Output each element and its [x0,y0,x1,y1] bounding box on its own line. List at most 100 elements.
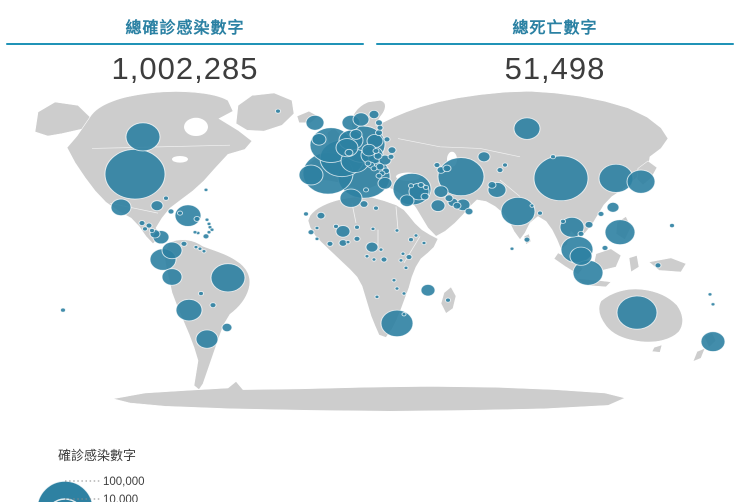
country-bubble-puerto-rico[interactable] [193,216,201,222]
country-bubble-el-salvador[interactable] [142,226,148,232]
country-bubble-dr-congo[interactable] [380,256,388,263]
country-bubble-new-zealand[interactable] [700,331,726,352]
country-bubble-lithuania[interactable] [375,129,383,137]
country-bubble-luxembourg[interactable] [344,148,354,157]
country-bubble-finland[interactable] [368,109,380,120]
country-bubble-australia[interactable] [616,295,658,330]
country-bubble-iraq[interactable] [433,185,449,198]
country-bubble-tunisia[interactable] [359,200,369,208]
country-bubble-brunei[interactable] [601,245,609,251]
country-bubble-canary-islands[interactable] [303,211,309,217]
country-bubble-argentina[interactable] [195,329,219,349]
country-bubble-mauritius-reunion[interactable] [420,283,436,297]
country-bubble-cuba[interactable] [150,200,164,212]
country-bubble-mozambique[interactable] [401,291,407,296]
country-bubble-niger[interactable] [354,224,360,230]
country-bubble-usa[interactable] [104,148,166,200]
country-bubble-mongolia[interactable] [550,154,556,160]
country-bubble-south-africa[interactable] [380,309,414,338]
country-bubble-greece[interactable] [377,177,393,190]
country-bubble-greenland[interactable] [275,108,281,114]
country-bubble-papua-new-guinea[interactable] [654,262,662,269]
country-bubble-libya[interactable] [373,205,379,211]
country-bubble-uruguay[interactable] [221,322,233,333]
country-bubble-albania[interactable] [375,172,383,179]
country-bubble-india[interactable] [500,196,536,226]
country-bubble-myanmar[interactable] [560,218,566,224]
country-bubble-singapore[interactable] [569,246,593,266]
country-bubble-qatar[interactable] [452,201,462,210]
country-bubble-rwanda[interactable] [398,258,404,263]
country-bubble-latvia[interactable] [376,124,384,131]
country-bubble-morocco[interactable] [316,211,326,220]
country-bubble-moldova[interactable] [387,153,395,160]
country-bubble-guyana[interactable] [193,245,199,250]
country-bubble-chile[interactable] [175,298,203,322]
country-bubble-zimbabwe[interactable] [394,286,400,291]
country-bubble-trinidad[interactable] [202,233,210,240]
country-bubble-french-polynesia[interactable] [60,307,66,313]
country-bubble-japan[interactable] [626,169,656,194]
country-bubble-tanzania[interactable] [403,265,409,270]
country-bubble-venezuela[interactable] [180,240,188,247]
country-bubble-ethiopia[interactable] [408,237,414,243]
country-bubble-china[interactable] [533,155,589,202]
country-bubble-malta[interactable] [363,187,369,193]
country-bubble-algeria[interactable] [339,188,363,208]
country-bubble-peru[interactable] [161,268,183,286]
country-bubble-mexico[interactable] [110,198,132,217]
country-bubble-russia[interactable] [513,117,541,140]
country-bubble-cambodia[interactable] [577,230,585,237]
country-bubble-hong-kong[interactable] [597,211,605,217]
country-bubble-barbados[interactable] [209,227,215,232]
country-bubble-portugal[interactable] [298,164,324,186]
country-bubble-guinea[interactable] [314,236,320,241]
country-bubble-fiji[interactable] [710,302,716,307]
country-bubble-estonia[interactable] [375,119,383,127]
country-bubble-gabon[interactable] [364,254,370,259]
country-bubble-kuwait[interactable] [444,194,454,202]
country-bubble-nepal[interactable] [529,203,535,208]
country-bubble-sudan[interactable] [394,228,400,233]
country-bubble-georgia[interactable] [433,162,441,168]
country-bubble-kazakhstan[interactable] [477,151,491,163]
country-bubble-congo[interactable] [371,257,377,262]
country-bubble-syria[interactable] [423,184,429,190]
country-bubble-guatemala[interactable] [138,220,146,226]
country-bubble-afghanistan[interactable] [487,181,497,189]
country-bubble-jordan[interactable] [420,192,430,201]
country-bubble-vietnam[interactable] [584,221,594,229]
country-bubble-canada[interactable] [125,122,161,152]
country-bubble-senegal[interactable] [307,229,315,236]
country-bubble-somalia[interactable] [421,240,427,246]
country-bubble-french-guiana[interactable] [201,249,207,254]
country-bubble-colombia[interactable] [161,241,183,260]
country-bubble-denmark[interactable] [349,129,363,140]
country-bubble-jamaica[interactable] [167,208,175,215]
country-bubble-sweden[interactable] [352,112,370,127]
country-bubble-guam[interactable] [669,223,675,229]
country-bubble-zambia[interactable] [391,278,397,283]
country-bubble-bosnia[interactable] [370,165,378,172]
country-bubble-togo[interactable] [345,240,351,245]
country-bubble-mali[interactable] [333,223,339,229]
country-bubble-brazil[interactable] [210,263,246,293]
country-bubble-thailand[interactable] [559,216,585,238]
country-bubble-slovakia[interactable] [372,148,380,154]
country-bubble-philippines[interactable] [604,219,636,246]
country-bubble-djibouti[interactable] [413,233,419,238]
country-bubble-mauritania[interactable] [314,225,320,231]
country-bubble-honduras[interactable] [145,222,153,229]
country-bubble-sri-lanka[interactable] [523,236,531,243]
country-bubble-suriname[interactable] [197,246,203,251]
country-bubble-aruba[interactable] [192,230,198,235]
country-bubble-haiti[interactable] [177,210,183,216]
country-bubble-bahamas[interactable] [163,195,169,201]
country-bubble-cyprus[interactable] [408,183,414,189]
country-bubble-azerbaijan[interactable] [442,164,452,173]
country-bubble-antigua[interactable] [204,217,210,222]
country-bubble-saudi-arabia[interactable] [430,199,446,212]
country-bubble-belarus[interactable] [383,136,391,143]
country-bubble-paraguay[interactable] [209,302,217,309]
country-bubble-central-african-republic[interactable] [378,247,384,252]
